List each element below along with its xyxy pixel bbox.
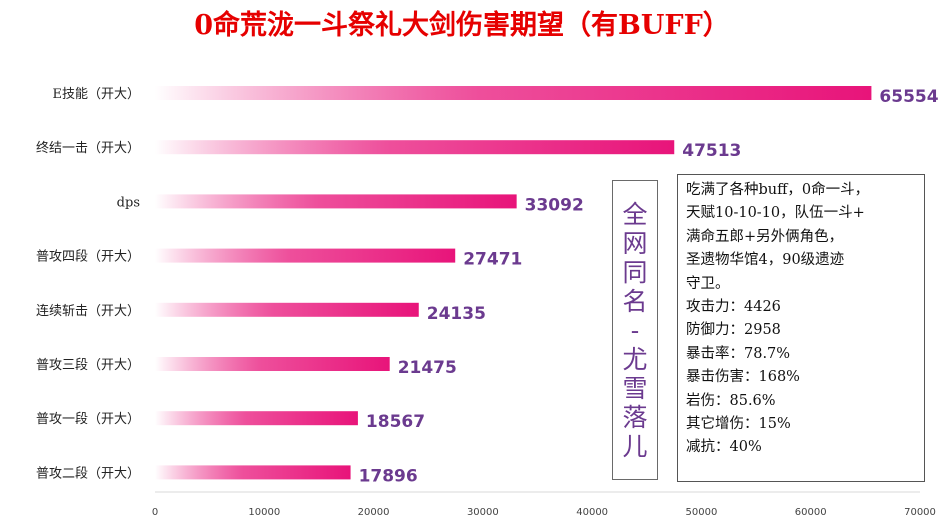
chart-title: 0命荒泷一斗祭礼大剑伤害期望（有BUFF） bbox=[194, 9, 730, 41]
watermark-char: 同 bbox=[622, 257, 648, 287]
value-label: 18567 bbox=[366, 412, 425, 432]
info-line-attack: 攻击力：4426 bbox=[686, 299, 781, 316]
bar bbox=[155, 248, 456, 263]
info-line-crit-rate: 暴击率：78.7% bbox=[686, 345, 791, 362]
watermark-box: 全 网 同 名 - 尤 雪 落 儿 bbox=[612, 180, 658, 480]
x-tick-label: 20000 bbox=[358, 507, 390, 518]
bars: E技能（开大） 65554 终结一击（开大） 47513 dps 33092 普攻四段（开大… bbox=[36, 86, 939, 486]
watermark-char: 儿 bbox=[622, 431, 648, 461]
watermark-char: 名 bbox=[622, 286, 648, 316]
value-label: 24135 bbox=[427, 304, 486, 324]
bar bbox=[155, 194, 517, 209]
value-label: 17896 bbox=[359, 466, 418, 486]
category-label: 普攻二段（开大） bbox=[36, 466, 140, 481]
category-label: E技能（开大） bbox=[53, 87, 141, 102]
category-label: 终结一击（开大） bbox=[36, 140, 140, 156]
info-line-other-bonus: 其它增伤：15% bbox=[686, 416, 791, 433]
watermark-char: 落 bbox=[622, 402, 648, 432]
bar bbox=[155, 357, 390, 371]
category-label: 普攻一段（开大） bbox=[36, 412, 140, 427]
category-label: 普攻四段（开大） bbox=[36, 250, 140, 265]
bar bbox=[155, 86, 872, 100]
info-line-defense: 防御力：2958 bbox=[686, 322, 781, 339]
info-line: 守卫。 bbox=[686, 275, 730, 292]
stats-info-box: 吃满了各种buff，0命一斗， 天赋10-10-10，队伍一斗+ 满命五郎+另外… bbox=[677, 174, 925, 482]
info-line: 天赋10-10-10，队伍一斗+ bbox=[686, 205, 865, 222]
category-label: 普攻三段（开大） bbox=[36, 358, 140, 373]
info-line: 满命五郎+另外俩角色， bbox=[686, 228, 844, 245]
bar bbox=[155, 411, 358, 426]
value-label: 21475 bbox=[398, 358, 457, 378]
watermark-char: 尤 bbox=[622, 344, 648, 374]
bar bbox=[155, 302, 419, 317]
x-tick-label: 50000 bbox=[686, 507, 718, 518]
value-label: 27471 bbox=[463, 250, 522, 270]
bar bbox=[155, 465, 351, 480]
info-line: 圣遗物华馆4，90级遗迹 bbox=[686, 252, 845, 269]
x-tick-label: 30000 bbox=[467, 507, 499, 518]
x-tick-label: 10000 bbox=[248, 507, 280, 518]
info-line-res-shred: 减抗：40% bbox=[686, 439, 762, 456]
info-line: 吃满了各种buff，0命一斗， bbox=[686, 182, 870, 198]
x-tick-label: 60000 bbox=[795, 507, 827, 518]
x-tick-label: 40000 bbox=[576, 507, 608, 518]
x-axis-ticks: 0 10000 20000 30000 40000 50000 60000 70000 bbox=[152, 507, 936, 518]
bar bbox=[155, 140, 675, 155]
watermark-char: 网 bbox=[622, 228, 648, 258]
category-label: dps bbox=[117, 195, 140, 210]
watermark-char: 全 bbox=[622, 199, 648, 229]
watermark-char: - bbox=[630, 315, 640, 345]
x-tick-label: 70000 bbox=[904, 507, 936, 518]
category-label: 连续斩击（开大） bbox=[36, 303, 140, 319]
value-label: 33092 bbox=[525, 195, 584, 215]
watermark-char: 雪 bbox=[622, 373, 648, 403]
value-label: 65554 bbox=[879, 87, 938, 107]
info-line-geo-bonus: 岩伤：85.6% bbox=[686, 392, 776, 409]
info-line-crit-damage: 暴击伤害：168% bbox=[686, 369, 800, 386]
x-tick-label: 0 bbox=[152, 507, 158, 518]
value-label: 47513 bbox=[682, 141, 741, 161]
